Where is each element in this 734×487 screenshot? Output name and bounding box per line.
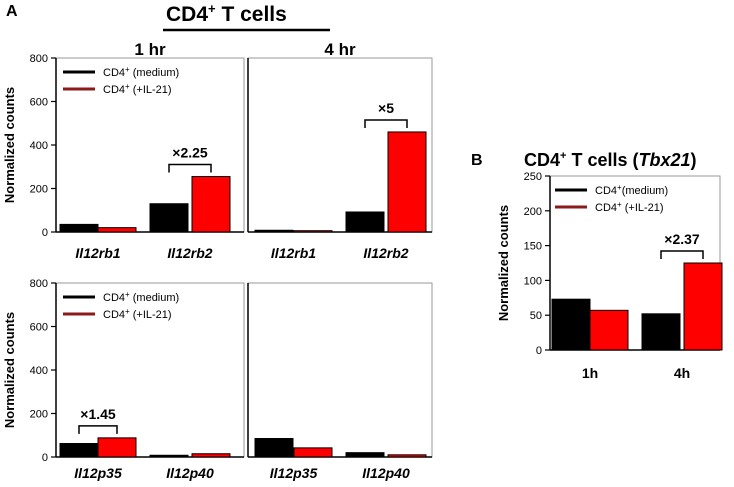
chart-b-tbx21: 0 50 100 150 200 250 Normalized counts 1h 4h ×2.3… — [496, 171, 723, 381]
fold-change-bracket — [364, 119, 408, 128]
legend-label-medium: CD4+ (medium) — [103, 65, 179, 79]
y-tick-label: 600 — [30, 97, 48, 109]
y-axis-label: Normalized counts — [2, 87, 17, 203]
chart-a-4hr-rb: 4 hr Il12rb1 Il12rb2 ×5 — [247, 40, 433, 261]
x-tick-label: Il12rb2 — [363, 245, 408, 261]
legend-label-il21: CD4+ (+IL-21) — [103, 307, 172, 321]
chart-a-1hr-p: 0 200 400 600 800 Normalized counts Il12p35 Il1… — [2, 278, 245, 481]
panel-title: 4 hr — [324, 40, 356, 59]
y-tick-label: 200 — [524, 206, 542, 218]
x-tick-label: 1h — [582, 365, 598, 381]
x-tick-label: Il12p40 — [362, 465, 410, 481]
chart-a-1hr-rb: 0 200 400 600 800 Normalized counts 1 hr Il12rb… — [2, 40, 245, 261]
panel-b-title: CD4+ T cells (Tbx21) — [524, 150, 697, 170]
fold-change-label: ×5 — [378, 100, 394, 116]
fold-change-bracket — [660, 250, 704, 259]
x-tick-label: Il12p40 — [166, 465, 214, 481]
bar-Il12rb1-medium — [254, 229, 294, 233]
panel-b-letter: B — [471, 152, 483, 169]
bar-Il12rb2-il21 — [191, 176, 231, 233]
y-axis-label: Normalized counts — [496, 205, 511, 321]
y-tick-label: 250 — [524, 171, 542, 183]
y-tick-label: 0 — [42, 452, 48, 464]
bar-Il12rb2-medium — [345, 211, 385, 233]
y-tick-label: 200 — [30, 184, 48, 196]
y-tick-label: 0 — [536, 345, 542, 357]
bar-Il12p40-il21 — [191, 453, 231, 458]
fold-change-bracket — [168, 163, 212, 173]
bar-1h-il21 — [589, 309, 629, 351]
panel-a-letter: A — [6, 3, 18, 20]
bar-Il12rb1-il21 — [293, 230, 333, 233]
fold-change-label: ×2.37 — [664, 231, 700, 247]
plot-frame — [247, 282, 433, 458]
y-tick-label: 800 — [30, 278, 48, 290]
y-tick-label: 100 — [524, 275, 542, 287]
x-tick-label: Il12rb2 — [167, 245, 212, 261]
y-tick-label: 800 — [30, 53, 48, 65]
y-tick-label: 600 — [30, 322, 48, 334]
bar-Il12rb2-il21 — [387, 131, 427, 233]
chart-a-4hr-p: Il12p35 Il12p40 — [247, 282, 433, 481]
legend-label-medium: CD4+ (medium) — [103, 290, 179, 304]
bar-4h-medium — [641, 313, 681, 351]
x-tick-label: 4h — [674, 365, 690, 381]
bar-Il12p35-il21 — [97, 437, 137, 458]
y-tick-label: 50 — [530, 310, 542, 322]
y-tick-label: 0 — [42, 227, 48, 239]
bar-Il12p40-il21 — [387, 454, 427, 458]
panel-title: 1 hr — [134, 40, 166, 59]
fold-change-label: ×1.45 — [80, 406, 116, 422]
bar-Il12p35-medium — [59, 443, 99, 458]
bar-Il12p40-medium — [149, 454, 189, 458]
fold-change-bracket — [78, 425, 118, 434]
bar-Il12p35-medium — [254, 438, 294, 458]
x-tick-label: Il12p35 — [74, 465, 122, 481]
bar-4h-il21 — [683, 262, 723, 351]
x-tick-label: Il12rb1 — [271, 245, 316, 261]
y-tick-label: 400 — [30, 365, 48, 377]
y-tick-label: 150 — [524, 241, 542, 253]
bar-Il12rb1-il21 — [97, 227, 137, 233]
bar-Il12p40-medium — [345, 452, 385, 458]
y-axis-label: Normalized counts — [2, 312, 17, 428]
bar-Il12rb1-medium — [59, 223, 99, 233]
fold-change-label: ×2.25 — [172, 145, 208, 161]
y-tick-label: 400 — [30, 140, 48, 152]
legend-label-medium: CD4+(medium) — [595, 183, 668, 197]
bar-1h-medium — [551, 298, 591, 351]
legend-label-il21: CD4+ (+IL-21) — [595, 200, 664, 214]
bar-Il12p35-il21 — [293, 447, 333, 458]
bar-Il12rb2-medium — [149, 203, 189, 233]
legend-label-il21: CD4+ (+IL-21) — [103, 82, 172, 96]
x-tick-label: Il12p35 — [270, 465, 318, 481]
y-tick-label: 200 — [30, 409, 48, 421]
panel-a-title: CD4+ T cells — [166, 1, 287, 26]
x-tick-label: Il12rb1 — [75, 245, 120, 261]
